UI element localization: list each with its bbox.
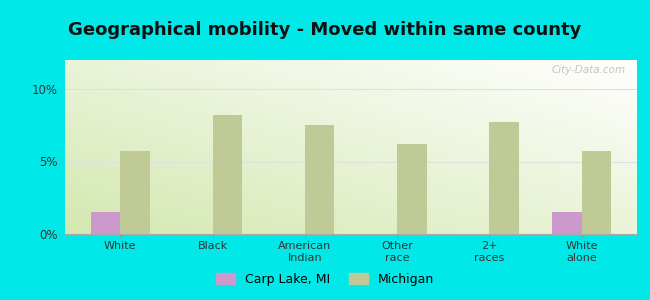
Bar [120, 152, 150, 234]
Bar [552, 212, 582, 234]
Text: Geographical mobility - Moved within same county: Geographical mobility - Moved within sam… [68, 21, 582, 39]
Text: City-Data.com: City-Data.com [551, 65, 625, 75]
Bar [582, 152, 611, 234]
Bar [489, 122, 519, 234]
Legend: Carp Lake, MI, Michigan: Carp Lake, MI, Michigan [211, 268, 439, 291]
Bar [91, 212, 120, 234]
Bar [305, 125, 334, 234]
Bar [213, 115, 242, 234]
Bar [397, 144, 426, 234]
